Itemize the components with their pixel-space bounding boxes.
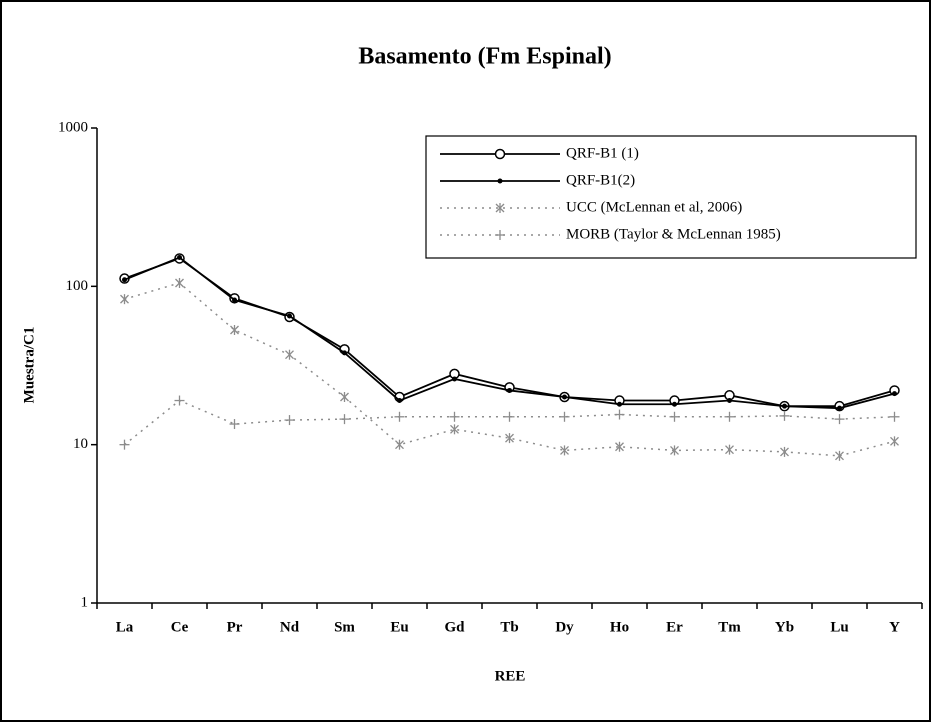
marker xyxy=(284,415,295,426)
y-tick-label: 1000 xyxy=(58,119,88,135)
marker xyxy=(504,411,515,422)
x-tick-label: Yb xyxy=(775,619,794,635)
legend-label: QRF-B1(2) xyxy=(566,172,635,188)
y-tick-label: 1 xyxy=(81,594,89,610)
marker-part xyxy=(782,403,787,409)
marker xyxy=(497,178,503,184)
marker xyxy=(120,294,129,305)
marker xyxy=(834,414,845,425)
x-tick-label: La xyxy=(116,619,134,635)
y-tick-label: 100 xyxy=(66,278,89,294)
marker-part xyxy=(287,313,292,319)
marker xyxy=(449,411,460,422)
x-tick-label: Lu xyxy=(830,619,848,635)
marker xyxy=(177,255,182,261)
marker xyxy=(724,411,735,422)
x-tick-label: Er xyxy=(666,619,683,635)
marker-part xyxy=(452,376,457,382)
marker xyxy=(285,349,294,360)
marker-part xyxy=(507,387,512,393)
marker-part xyxy=(122,277,127,283)
series-line xyxy=(124,399,895,446)
marker xyxy=(175,277,184,288)
marker xyxy=(779,410,790,421)
marker xyxy=(669,411,680,422)
x-axis-label: REE xyxy=(495,668,526,684)
marker-part xyxy=(727,398,732,404)
marker xyxy=(782,403,787,409)
x-tick-label: Tb xyxy=(500,619,518,635)
marker-part xyxy=(342,350,347,356)
y-tick-label: 10 xyxy=(73,436,88,452)
marker xyxy=(672,401,677,407)
legend-label: QRF-B1 (1) xyxy=(566,145,639,161)
x-tick-label: Tm xyxy=(718,619,741,635)
marker xyxy=(495,203,505,213)
x-tick-label: Gd xyxy=(444,619,465,635)
marker xyxy=(229,419,240,430)
marker-part xyxy=(562,394,567,400)
marker-part xyxy=(232,297,237,303)
marker xyxy=(287,313,292,319)
marker-part xyxy=(177,255,182,261)
marker xyxy=(890,436,899,447)
marker-part xyxy=(892,391,897,397)
marker xyxy=(727,398,732,404)
marker xyxy=(340,392,349,403)
marker xyxy=(495,230,505,240)
marker xyxy=(122,277,127,283)
x-tick-label: Eu xyxy=(390,619,408,635)
marker-part xyxy=(837,405,842,411)
x-tick-label: Pr xyxy=(227,619,243,635)
x-tick-label: Nd xyxy=(280,619,300,635)
marker xyxy=(837,405,842,411)
y-axis-label: Muestra/C1 xyxy=(21,327,37,404)
marker xyxy=(725,444,734,455)
x-tick-label: Ho xyxy=(610,619,629,635)
marker xyxy=(507,387,512,393)
x-tick-label: Y xyxy=(889,619,900,635)
x-tick-label: Ce xyxy=(171,619,189,635)
legend-label: MORB (Taylor & McLennan 1985) xyxy=(566,226,781,242)
marker xyxy=(232,297,237,303)
marker-part xyxy=(397,398,402,404)
marker xyxy=(780,446,789,457)
legend-box xyxy=(425,135,917,259)
marker xyxy=(394,411,405,422)
x-tick-label: Sm xyxy=(334,619,355,635)
marker-part xyxy=(617,401,622,407)
marker xyxy=(395,439,404,450)
marker xyxy=(339,414,350,425)
marker xyxy=(342,350,347,356)
marker xyxy=(397,398,402,404)
marker xyxy=(617,401,622,407)
x-tick-label: Dy xyxy=(555,619,574,635)
marker xyxy=(119,439,130,450)
marker-part xyxy=(497,178,503,184)
marker xyxy=(670,445,679,456)
marker xyxy=(614,409,625,420)
marker xyxy=(230,324,239,335)
chart-title: Basamento (Fm Espinal) xyxy=(358,44,611,70)
marker xyxy=(452,376,457,382)
marker xyxy=(494,148,506,160)
marker xyxy=(559,411,570,422)
marker xyxy=(505,433,514,444)
marker xyxy=(835,450,844,461)
legend-label: UCC (McLennan et al, 2006) xyxy=(566,199,742,215)
marker-part xyxy=(494,148,506,160)
marker xyxy=(615,441,624,452)
marker xyxy=(174,395,185,406)
marker-part xyxy=(672,401,677,407)
marker xyxy=(892,391,897,397)
marker xyxy=(889,411,900,422)
marker xyxy=(560,445,569,456)
marker xyxy=(450,424,459,435)
marker xyxy=(562,394,567,400)
